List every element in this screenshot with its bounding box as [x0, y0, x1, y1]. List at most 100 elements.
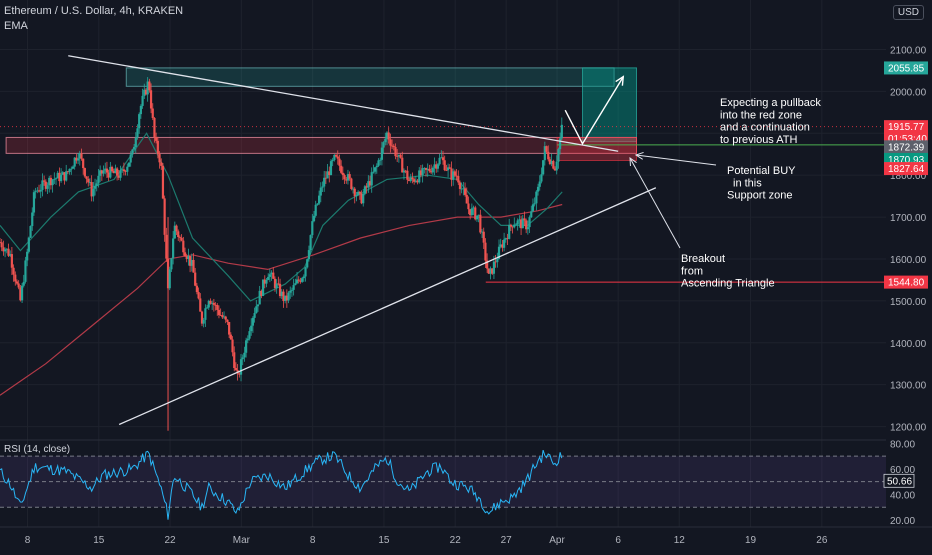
candle-body [555, 161, 558, 171]
candle [70, 166, 73, 175]
support-zone[interactable] [5, 136, 637, 154]
candle [46, 182, 49, 195]
candle-body [80, 153, 83, 159]
candle [82, 158, 85, 175]
candle-body [20, 285, 24, 301]
candle [250, 318, 253, 336]
candle [238, 371, 241, 378]
candle [182, 236, 185, 256]
candle [384, 132, 387, 146]
candle-body [399, 154, 402, 158]
candle [165, 227, 168, 262]
candle-body [552, 160, 555, 169]
candle-body [372, 171, 375, 173]
time-tick-label: 19 [745, 535, 757, 546]
price-tag-text: 1544.80 [888, 278, 925, 289]
candle-body [326, 171, 329, 179]
descending-trend-line[interactable] [68, 55, 619, 152]
rsi-line[interactable] [0, 449, 563, 520]
price-tick-label: 2100.00 [890, 45, 927, 56]
candle-body [160, 162, 163, 166]
candle-body [469, 209, 472, 216]
candle [506, 233, 509, 246]
price-tag[interactable]: 1827.64 [884, 162, 928, 176]
indicator-label[interactable]: EMA [4, 20, 28, 32]
candle [107, 169, 110, 182]
candle-body [316, 203, 319, 205]
candle-body [82, 158, 85, 169]
rsi-panel[interactable]: RSI (14, close) [0, 439, 886, 520]
rsi-label[interactable]: RSI (14, close) [4, 444, 70, 455]
annotation-note-2[interactable]: Potential BUY in this Support zone [727, 165, 796, 202]
ascending-trend-line[interactable] [118, 187, 657, 426]
resistance-zone[interactable] [125, 67, 615, 87]
candle [153, 116, 156, 143]
candle [536, 183, 540, 196]
candle-body [530, 211, 533, 218]
candle [329, 159, 333, 176]
candle-body [475, 215, 479, 220]
candle-body [503, 239, 506, 248]
candle [229, 332, 232, 340]
candle [75, 154, 78, 164]
candle-body [222, 316, 226, 318]
candle-body [463, 188, 467, 195]
annotation-note-1[interactable]: Expecting a pullback into the red zone and… [720, 97, 821, 146]
candle-body [289, 290, 292, 293]
candle [494, 254, 497, 268]
candle-body [217, 309, 221, 315]
candle [149, 83, 153, 114]
candle-body [65, 171, 68, 181]
candle-body [477, 214, 480, 216]
red-zone[interactable] [556, 136, 637, 161]
candle [295, 272, 299, 285]
candle [525, 218, 528, 234]
candle-body [472, 207, 475, 209]
candle-body [457, 176, 460, 183]
candle [324, 171, 327, 184]
candle [309, 234, 312, 255]
candle [519, 215, 523, 235]
symbol-title[interactable]: Ethereum / U.S. Dollar, 4h, KRAKEN [4, 5, 184, 17]
candle-body [127, 162, 131, 167]
price-tag[interactable]: 1915.77 [884, 120, 928, 134]
candle [557, 147, 560, 169]
time-axis[interactable]: 8 15 22 Mar 8 15 22 27 Apr 6 12 19 26 [0, 526, 932, 546]
candle [51, 178, 54, 193]
rsi-value-tag[interactable]: 50.66 [883, 473, 915, 488]
candle-body [209, 300, 212, 304]
price-tag[interactable]: 1872.39 [884, 140, 928, 154]
candle [95, 179, 98, 192]
ema-long-line[interactable] [0, 203, 563, 396]
candle [239, 353, 243, 382]
candle-body [428, 168, 431, 172]
candle-body [433, 164, 436, 168]
price-axis[interactable]: 2100.002000.001900.001800.001700.001600.… [883, 0, 932, 550]
candle [358, 191, 361, 200]
candle-body [557, 149, 560, 162]
candle-body [331, 159, 334, 162]
candle-body [175, 225, 178, 232]
candle-body [190, 259, 193, 266]
candle [110, 165, 114, 173]
candle [416, 179, 419, 185]
candle [211, 300, 214, 310]
candle [207, 299, 210, 310]
candle-body [243, 352, 246, 358]
price-tag[interactable]: 2055.85 [884, 61, 928, 75]
candle-body [370, 172, 373, 186]
candle-body [284, 295, 287, 301]
candle-body [345, 179, 348, 181]
currency-button[interactable]: USD [892, 5, 924, 20]
price-tag[interactable]: 1544.80 [884, 275, 928, 289]
buy-zone-pointer-head [634, 151, 644, 160]
candle [297, 276, 300, 284]
candle [472, 205, 475, 216]
candle-body [277, 283, 280, 285]
candle [277, 276, 280, 286]
candle [199, 293, 202, 312]
candle-body [246, 338, 249, 341]
projection-path[interactable] [564, 76, 624, 146]
annotation-note-3[interactable]: Breakout from Ascending Triangle [681, 253, 775, 290]
